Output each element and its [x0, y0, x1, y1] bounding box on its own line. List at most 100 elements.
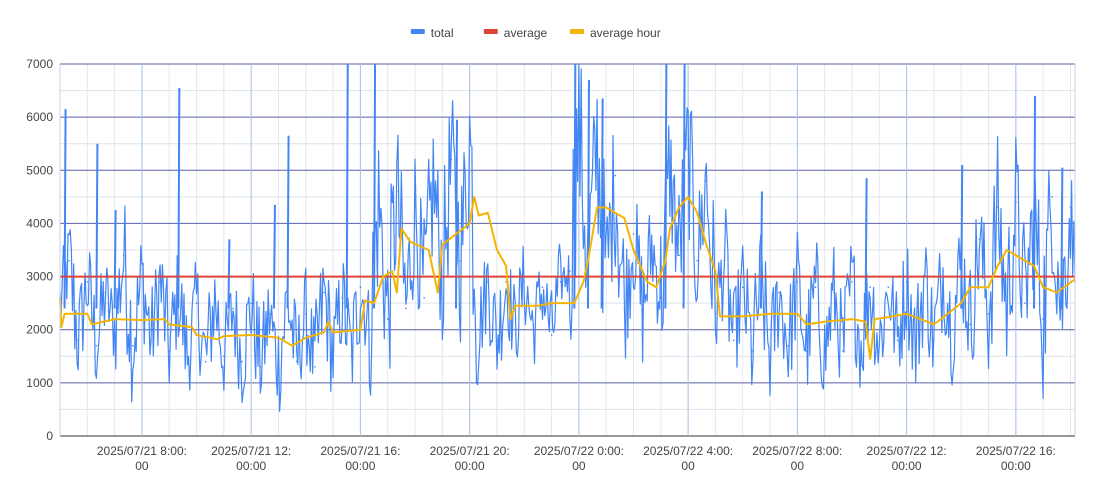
total-point: [805, 350, 808, 352]
total-point: [132, 344, 134, 347]
total-point: [669, 169, 671, 172]
total-point: [304, 312, 307, 315]
y-tick-label: 2000: [26, 323, 53, 337]
total-point: [396, 190, 398, 193]
x-tick-label-line: 00: [572, 459, 586, 473]
y-tick-label: 6000: [26, 110, 53, 124]
total-point: [232, 307, 234, 310]
total-point: [1051, 196, 1054, 198]
legend-item: total: [410, 26, 453, 40]
x-tick-label: 2025/07/22 0:00: 00: [534, 444, 624, 473]
total-spike: [1033, 95, 1037, 309]
total-spike: [600, 98, 604, 309]
total-point: [77, 339, 80, 342]
total-spike: [573, 63, 577, 309]
total-point: [887, 286, 890, 289]
total-point: [660, 297, 662, 299]
total-point: [723, 259, 726, 262]
total-point: [796, 281, 799, 283]
legend-swatch: [410, 29, 425, 34]
total-point: [978, 238, 981, 241]
total-point: [477, 328, 480, 331]
total-point: [914, 344, 917, 347]
total-point: [787, 344, 790, 347]
total-spike: [113, 210, 117, 309]
total-point: [496, 339, 498, 342]
legend-swatch: [570, 29, 584, 34]
total-point: [350, 355, 353, 358]
total-point: [332, 355, 334, 358]
total-point: [951, 328, 953, 331]
x-tick-label-line: 2025/07/22 8:00:: [752, 444, 842, 458]
total-point: [259, 366, 262, 368]
total-point: [341, 297, 343, 299]
total-spike: [454, 119, 458, 309]
total-point: [678, 254, 680, 257]
total-point: [423, 297, 425, 299]
x-tick-label: 2025/07/22 8:00: 00: [752, 444, 842, 473]
total-point: [377, 201, 380, 203]
total-point: [942, 270, 944, 273]
total-spike: [95, 143, 99, 309]
total-point: [860, 344, 862, 347]
total-point: [523, 281, 526, 283]
total-point: [905, 281, 908, 283]
x-tick-label-line: 00:00: [892, 459, 922, 473]
total-point: [195, 302, 198, 304]
total-point: [896, 339, 899, 342]
legend-item: average hour: [570, 26, 661, 40]
x-tick-label-line: 00: [135, 459, 149, 473]
total-point: [732, 339, 735, 342]
total-point: [568, 270, 571, 273]
total-point: [842, 350, 844, 352]
x-tick-label-line: 00:00: [1001, 459, 1031, 473]
total-point: [578, 121, 580, 124]
total-point: [432, 180, 435, 182]
total-point: [359, 286, 362, 289]
total-spike: [759, 191, 763, 309]
total-point: [650, 243, 653, 246]
total-spike: [177, 87, 181, 309]
total-spike: [227, 239, 231, 309]
x-tick-label-line: 2025/07/22 4:00:: [643, 444, 733, 458]
total-point: [186, 355, 189, 358]
total-point: [1024, 302, 1026, 304]
y-tick-label: 7000: [26, 57, 53, 71]
total-spike: [63, 109, 67, 309]
total-point: [159, 281, 161, 283]
total-point: [204, 360, 207, 363]
x-tick-label-line: 2025/07/22 16:: [976, 444, 1056, 458]
x-tick-label-line: 00:00: [236, 459, 266, 473]
y-tick-label: 0: [46, 429, 53, 443]
total-point: [741, 286, 744, 289]
x-tick-label: 2025/07/22 16: 00:00: [976, 444, 1056, 473]
total-spike: [373, 63, 377, 309]
legend: total average average hour: [410, 26, 661, 40]
total-point: [851, 281, 853, 283]
x-tick-label-line: 2025/07/21 20:: [430, 444, 510, 458]
total-point: [541, 286, 544, 289]
y-tick-label: 3000: [26, 270, 53, 284]
total-point: [386, 318, 389, 320]
x-tick-label-line: 00: [791, 459, 805, 473]
total-point: [1069, 206, 1072, 209]
total-point: [268, 312, 271, 315]
x-tick-label-line: 2025/07/22 12:: [867, 444, 947, 458]
total-point: [213, 297, 216, 299]
series-average-hour-line: [59, 195, 1076, 360]
total-point: [95, 344, 98, 347]
total-point: [559, 281, 562, 283]
total-point: [368, 328, 371, 331]
x-tick-label-line: 2025/07/21 12:: [211, 444, 291, 458]
total-point: [468, 137, 471, 140]
total-point: [614, 174, 617, 177]
total-point: [295, 360, 298, 363]
x-tick-label: 2025/07/22 12: 00:00: [867, 444, 947, 473]
total-point: [277, 366, 280, 368]
total-point: [550, 334, 553, 336]
x-tick-label: 2025/07/22 4:00: 00: [643, 444, 733, 473]
total-point: [113, 328, 116, 331]
total-point: [122, 254, 125, 257]
